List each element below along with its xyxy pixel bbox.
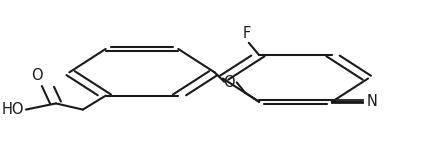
Text: N: N (366, 94, 377, 109)
Text: O: O (31, 68, 43, 83)
Text: F: F (242, 26, 251, 41)
Text: O: O (224, 75, 235, 90)
Text: HO: HO (1, 102, 24, 117)
